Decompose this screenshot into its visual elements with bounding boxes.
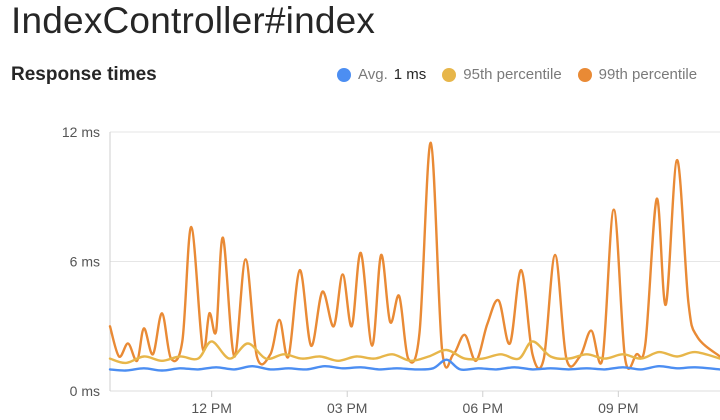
y-tick-label: 6 ms [70, 254, 100, 270]
series-line-p95 [108, 340, 720, 365]
grid-lines [110, 131, 720, 392]
legend-swatch-avg [337, 67, 351, 82]
legend-label-avg: Avg. [358, 66, 388, 83]
y-tick-labels: 0 ms 6 ms 12 ms [62, 124, 100, 399]
chart-legend: Avg. 1 ms 95th percentile 99th percentil… [337, 66, 697, 83]
x-tick-label: 12 PM [191, 400, 231, 416]
x-tick-labels: 12 PM 03 PM 06 PM 09 PM [191, 391, 639, 416]
legend-item-p99[interactable]: 99th percentile [577, 66, 698, 83]
x-tick-label: 06 PM [463, 400, 503, 416]
series-line-avg [108, 358, 720, 372]
y-tick-label: 0 ms [70, 383, 100, 399]
series-lines [108, 141, 720, 372]
legend-label-p99: 99th percentile [598, 66, 698, 83]
series-line-p99 [108, 141, 720, 370]
legend-label-p95: 95th percentile [463, 66, 562, 83]
x-tick-label: 03 PM [327, 400, 367, 416]
legend-value-avg: 1 ms [393, 66, 427, 83]
chart-title: Response times [11, 64, 157, 85]
x-tick-label: 09 PM [598, 400, 638, 416]
legend-swatch-p95 [442, 67, 457, 82]
y-tick-label: 12 ms [62, 124, 100, 140]
page-title: IndexController#index [11, 0, 376, 41]
legend-item-p95[interactable]: 95th percentile [442, 66, 562, 83]
legend-swatch-p99 [577, 67, 592, 82]
legend-item-avg[interactable]: Avg. 1 ms [337, 66, 426, 83]
